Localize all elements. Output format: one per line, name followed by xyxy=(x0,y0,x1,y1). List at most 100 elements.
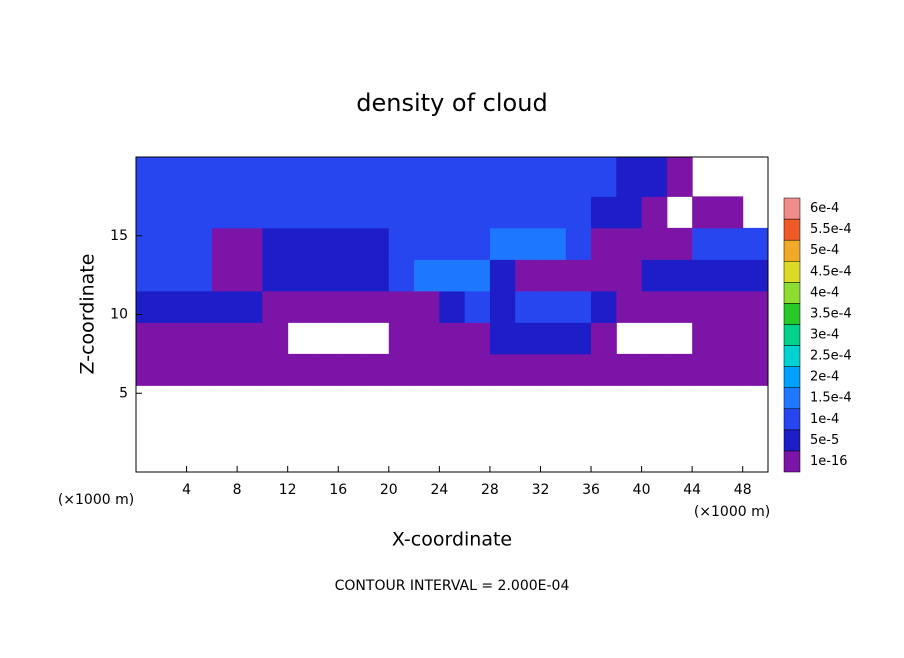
cell xyxy=(464,196,491,229)
cell xyxy=(186,290,213,323)
colorbar-box xyxy=(783,450,801,473)
cell xyxy=(414,353,440,386)
colorbar-box xyxy=(783,408,801,431)
cell xyxy=(515,196,541,229)
footer: CONTOUR INTERVAL = 2.000E-04 xyxy=(335,578,570,594)
cell xyxy=(161,353,188,386)
cell xyxy=(136,322,162,355)
cell xyxy=(312,353,339,386)
cell xyxy=(641,227,668,260)
cell xyxy=(742,227,769,260)
cell xyxy=(211,259,238,292)
cell xyxy=(161,259,188,292)
x-tick-label: 20 xyxy=(380,482,398,498)
x-unit: (×1000 m) xyxy=(58,492,134,508)
cell xyxy=(237,157,263,197)
x-tick-label: 8 xyxy=(233,482,242,498)
colorbar-label: 4e-4 xyxy=(810,285,839,300)
cell xyxy=(616,259,643,292)
x-tick-label: 36 xyxy=(582,482,600,498)
cell xyxy=(312,259,339,292)
cell xyxy=(540,259,567,292)
x-tick-label: 48 xyxy=(734,482,752,498)
cell xyxy=(591,353,617,386)
cell xyxy=(591,157,617,197)
colorbar-box xyxy=(783,366,801,388)
cell xyxy=(388,322,415,355)
cell xyxy=(312,290,339,323)
cell xyxy=(666,227,693,260)
cell xyxy=(565,353,592,386)
cell xyxy=(515,353,541,386)
cell xyxy=(540,196,567,229)
cell xyxy=(414,259,440,292)
cell xyxy=(161,196,188,229)
cell xyxy=(489,290,516,323)
colorbar-label: 5e-5 xyxy=(810,433,839,448)
cell xyxy=(338,196,365,229)
cell xyxy=(338,259,365,292)
cell xyxy=(161,290,188,323)
cell xyxy=(742,290,769,323)
cell xyxy=(287,227,314,260)
cell xyxy=(742,259,769,292)
cell xyxy=(616,196,643,229)
cell xyxy=(211,196,238,229)
cell xyxy=(388,157,415,197)
y-tick-label: 15 xyxy=(110,228,128,244)
cell xyxy=(414,227,440,260)
cell xyxy=(312,157,339,197)
x-tick-label: 44 xyxy=(683,482,701,498)
cell xyxy=(692,290,718,323)
cell xyxy=(136,157,162,197)
cell xyxy=(565,227,592,260)
cell xyxy=(237,259,263,292)
cell xyxy=(666,259,693,292)
cell xyxy=(136,353,162,386)
colorbar-label: 3.5e-4 xyxy=(810,306,852,321)
cell xyxy=(439,227,466,260)
colorbar-box xyxy=(783,218,801,241)
cell xyxy=(136,290,162,323)
cell xyxy=(666,290,693,323)
y-tick-label: 5 xyxy=(119,385,128,401)
cell xyxy=(540,353,567,386)
cell xyxy=(515,227,541,260)
x-tick-label: 12 xyxy=(279,482,297,498)
cell xyxy=(666,157,693,197)
cell xyxy=(161,227,188,260)
cell xyxy=(540,227,567,260)
cell xyxy=(211,290,238,323)
cell xyxy=(616,227,643,260)
cell xyxy=(591,259,617,292)
cell xyxy=(515,157,541,197)
cell xyxy=(363,157,390,197)
colorbar-box xyxy=(783,260,801,283)
x-tick-label: 28 xyxy=(481,482,499,498)
cell xyxy=(742,353,769,386)
cell xyxy=(565,157,592,197)
cell xyxy=(565,259,592,292)
cell xyxy=(211,157,238,197)
cell xyxy=(287,259,314,292)
cell xyxy=(186,227,213,260)
cell xyxy=(262,196,289,229)
cell xyxy=(262,227,289,260)
x-tick-label: 4 xyxy=(182,482,191,498)
cell xyxy=(641,196,668,229)
colorbar-box xyxy=(783,282,801,304)
cell xyxy=(186,259,213,292)
colorbar-box xyxy=(783,387,801,410)
cell xyxy=(363,196,390,229)
cell xyxy=(565,196,592,229)
cell xyxy=(717,259,744,292)
cell xyxy=(186,157,213,197)
cell xyxy=(489,157,516,197)
cell xyxy=(363,290,390,323)
cell xyxy=(136,259,162,292)
colorbar-box xyxy=(783,429,801,452)
colorbar-label: 2.5e-4 xyxy=(810,349,852,364)
cell xyxy=(388,227,415,260)
cell xyxy=(489,322,516,355)
cell xyxy=(161,157,188,197)
